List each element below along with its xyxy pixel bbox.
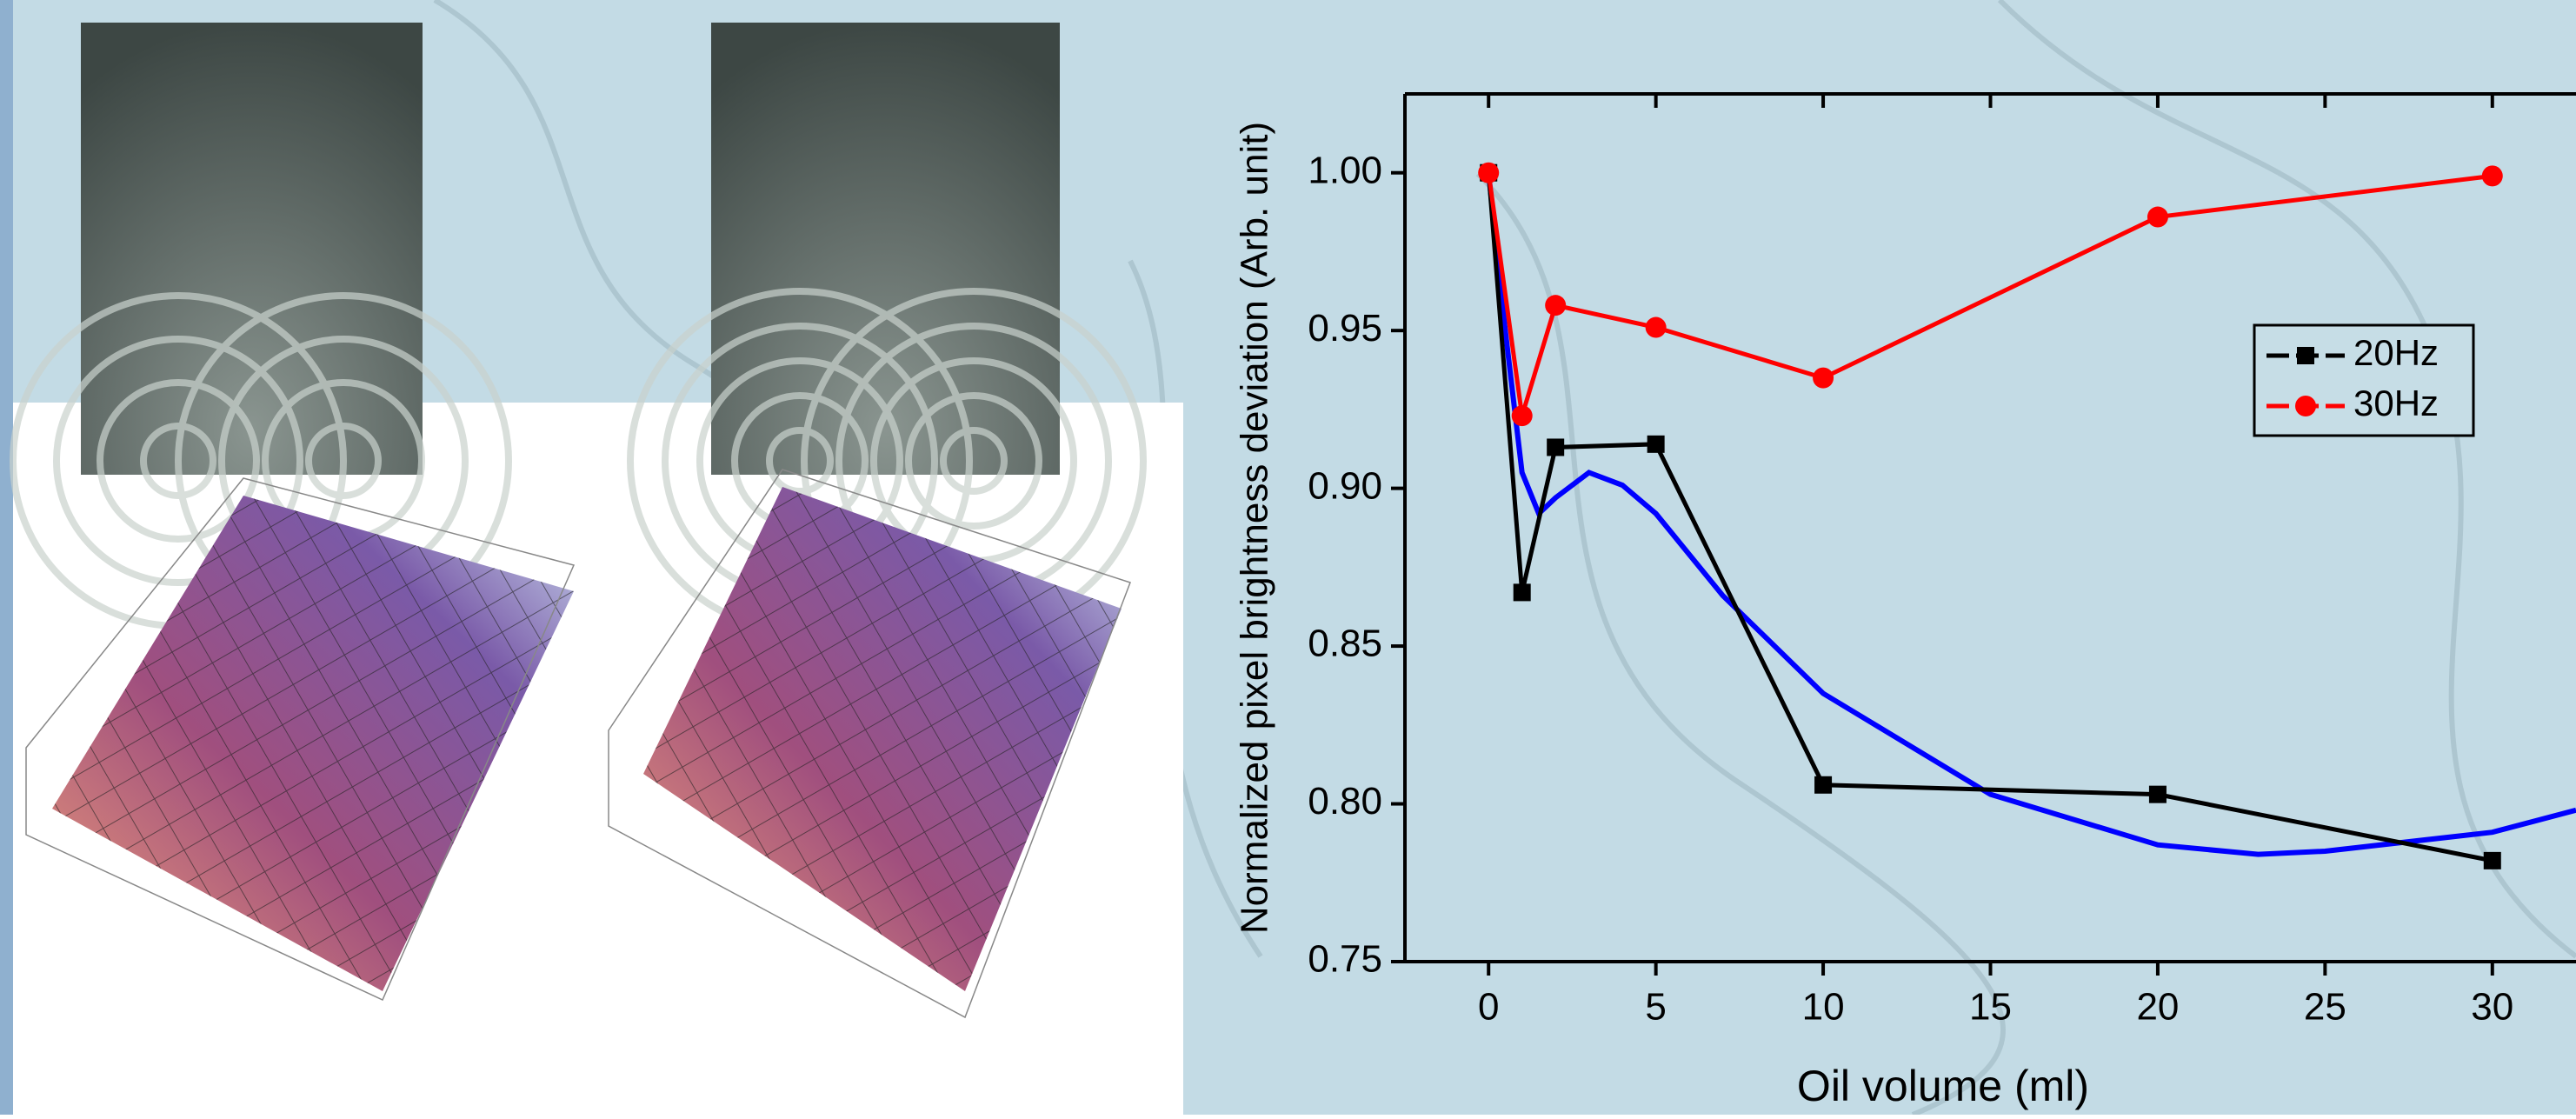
slide: Oil volume (ml) Normalized pixel brightn… xyxy=(0,0,2576,1115)
left-strip xyxy=(0,0,13,1115)
data-point xyxy=(2482,165,2503,186)
y-tick-label: 0.75 xyxy=(1308,938,1382,981)
legend-label: 20Hz xyxy=(2353,332,2439,373)
x-tick-label: 0 xyxy=(1478,986,1499,1029)
data-point xyxy=(2484,852,2501,869)
x-tick-label: 10 xyxy=(1802,986,1845,1029)
x-tick-label: 25 xyxy=(2304,986,2346,1029)
data-point xyxy=(2149,786,2167,803)
data-point xyxy=(1646,317,1667,338)
page: {"chart_data": {"type": "line", "xlabel"… xyxy=(0,0,2576,1115)
y-tick-label: 0.85 xyxy=(1308,623,1382,665)
data-point xyxy=(1478,163,1499,183)
data-point xyxy=(1514,583,1531,601)
data-point xyxy=(1545,295,1566,316)
data-point xyxy=(1647,436,1665,453)
data-point xyxy=(2147,207,2168,228)
x-axis-label: Oil volume (ml) xyxy=(1797,1062,2089,1110)
data-point xyxy=(1547,438,1564,456)
x-tick-label: 20 xyxy=(2136,986,2179,1029)
y-tick-label: 0.90 xyxy=(1308,464,1382,507)
x-tick-label: 15 xyxy=(1969,986,2012,1029)
x-tick-label: 5 xyxy=(1645,986,1666,1029)
legend-label: 30Hz xyxy=(2353,383,2439,423)
data-point xyxy=(1813,368,1834,389)
legend-marker xyxy=(2297,347,2314,364)
data-point xyxy=(1512,405,1533,426)
y-tick-label: 0.95 xyxy=(1308,307,1382,350)
y-tick-label: 1.00 xyxy=(1308,149,1382,191)
legend-marker xyxy=(2295,396,2316,416)
x-tick-label: 30 xyxy=(2471,986,2513,1029)
y-axis-label: Normalized pixel brightness deviation (A… xyxy=(1234,122,1276,934)
data-point xyxy=(1814,776,1832,794)
y-tick-label: 0.80 xyxy=(1308,780,1382,823)
